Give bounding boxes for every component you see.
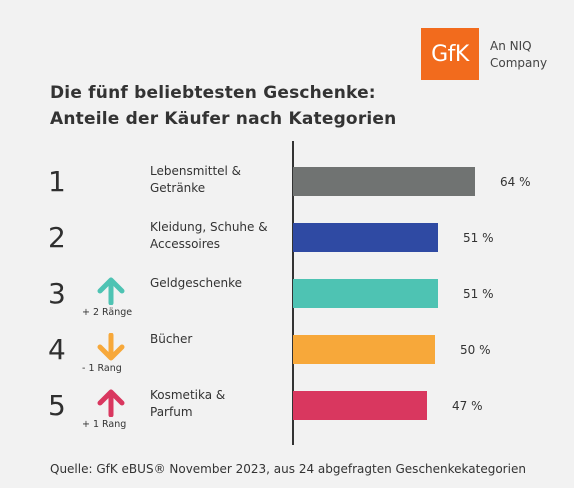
- logo-tagline: An NIQ Company: [490, 38, 547, 72]
- data-label: 51 %: [463, 287, 494, 301]
- rank-number: 3: [48, 277, 66, 310]
- gfk-logo: GfK: [421, 28, 479, 80]
- category-label: Kosmetika & Parfum: [150, 387, 285, 421]
- bar: [293, 167, 475, 196]
- source-note: Quelle: GfK eBUS® November 2023, aus 24 …: [50, 462, 526, 476]
- bar: [293, 335, 435, 364]
- data-label: 51 %: [463, 231, 494, 245]
- bar-row: 5 + 1 Rang Kosmetika & Parfum 47 %: [0, 377, 574, 433]
- arrow-up-icon: [97, 389, 125, 417]
- category-label: Bücher: [150, 331, 285, 348]
- category-label-line: Lebensmittel &: [150, 164, 242, 178]
- bar-row: 1 Lebensmittel & Getränke 64 %: [0, 153, 574, 209]
- data-label: 47 %: [452, 399, 483, 413]
- data-label: 64 %: [500, 175, 531, 189]
- category-label-line: Parfum: [150, 405, 193, 419]
- rank-change-label: - 1 Rang: [82, 363, 122, 374]
- category-label-line: Kleidung, Schuhe &: [150, 220, 268, 234]
- category-label-line: Getränke: [150, 181, 206, 195]
- category-label: Geldgeschenke: [150, 275, 285, 292]
- data-label: 50 %: [460, 343, 491, 357]
- chart-title: Die fünf beliebtesten Geschenke: Anteile…: [50, 80, 396, 132]
- category-label: Kleidung, Schuhe & Accessoires: [150, 219, 285, 253]
- bar: [293, 391, 427, 420]
- rank-change-label: + 2 Ränge: [82, 307, 133, 318]
- category-label-line: Kosmetika &: [150, 388, 226, 402]
- chart-axis-line: [292, 141, 294, 445]
- logo-tagline-line2: Company: [490, 56, 548, 70]
- arrow-up-icon: [97, 277, 125, 305]
- bar-row: 3 + 2 Ränge Geldgeschenke 51 %: [0, 265, 574, 321]
- rank-number: 2: [48, 221, 66, 254]
- bar-row: 4 - 1 Rang Bücher 50 %: [0, 321, 574, 377]
- chart-title-line1: Die fünf beliebtesten Geschenke:: [50, 83, 376, 103]
- rank-number: 5: [48, 389, 66, 422]
- category-label-line: Accessoires: [150, 237, 221, 251]
- gfk-logo-text: GfK: [431, 41, 469, 67]
- logo-tagline-line1: An NIQ: [490, 39, 532, 53]
- bar-row: 2 Kleidung, Schuhe & Accessoires 51 %: [0, 209, 574, 265]
- category-label-line: Bücher: [150, 332, 193, 346]
- rank-number: 1: [48, 165, 66, 198]
- rank-number: 4: [48, 333, 66, 366]
- category-label-line: Geldgeschenke: [150, 276, 242, 290]
- category-label: Lebensmittel & Getränke: [150, 163, 285, 197]
- arrow-down-icon: [97, 333, 125, 361]
- rank-change-label: + 1 Rang: [82, 419, 127, 430]
- bar: [293, 279, 438, 308]
- bar: [293, 223, 438, 252]
- chart-title-line2: Anteile der Käufer nach Kategorien: [50, 109, 397, 129]
